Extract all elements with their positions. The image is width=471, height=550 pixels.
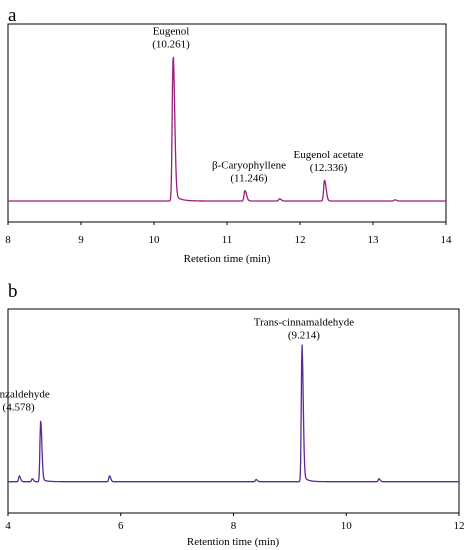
x-tick-label: 12 [295,234,306,246]
x-tick-label: 13 [368,234,380,246]
panel-letter-b: b [8,281,18,302]
peak-retention-label: (10.261) [152,38,190,50]
x-tick-label: 10 [149,234,161,246]
x-tick-label: 4 [5,520,11,532]
x-tick-label: 9 [78,234,84,246]
plot-frame-b [7,308,460,514]
x-tick-label: 10 [341,520,353,532]
x-axis-a: 8 9 10 11 12 13 14 [5,222,452,246]
plot-frame-a [7,23,447,223]
x-axis-title-b: Retention time (min) [187,536,280,548]
x-tick-label: 8 [231,520,237,532]
chromatogram-trace-b [7,344,460,483]
chromatogram-trace-a [7,56,447,202]
x-tick-label: 6 [118,520,124,532]
peak-labels-b: Benzaldehyde(4.578) Trans-cinnamaldehyde(… [0,317,354,414]
peak-labels-a: Eugenol(10.261) β-Caryophyllene(11.246) Eu… [152,25,363,184]
x-tick-label: 8 [5,234,11,246]
peak-retention-label: (12.336) [310,162,348,174]
peak-name-label: Eugenol [153,25,190,37]
peak-retention-label: (11.246) [230,173,268,185]
panel-letter-a: a [8,5,17,26]
x-tick-label: 11 [222,234,233,246]
x-axis-b: 4 6 8 10 12 [5,513,465,532]
x-tick-label: 12 [454,520,465,532]
peak-retention-label: (4.578) [3,402,35,414]
peak-name-label: Trans-cinnamaldehyde [254,317,355,329]
peak-name-label: Eugenol acetate [294,149,364,161]
chart-panel-a: a 8 9 10 11 12 13 14 Eugenol(10.261) β-Caryophy… [5,5,452,265]
chart-panel-b: b 4 6 8 10 12 Benzaldehyde(4.578) Trans-cinna… [0,281,465,548]
x-tick-label: 14 [441,234,453,246]
x-axis-title-a: Retetion time (min) [184,253,271,265]
peak-name-label: Benzaldehyde [0,389,50,401]
peak-name-label: β-Caryophyllene [212,160,286,172]
peak-retention-label: (9.214) [288,330,320,342]
